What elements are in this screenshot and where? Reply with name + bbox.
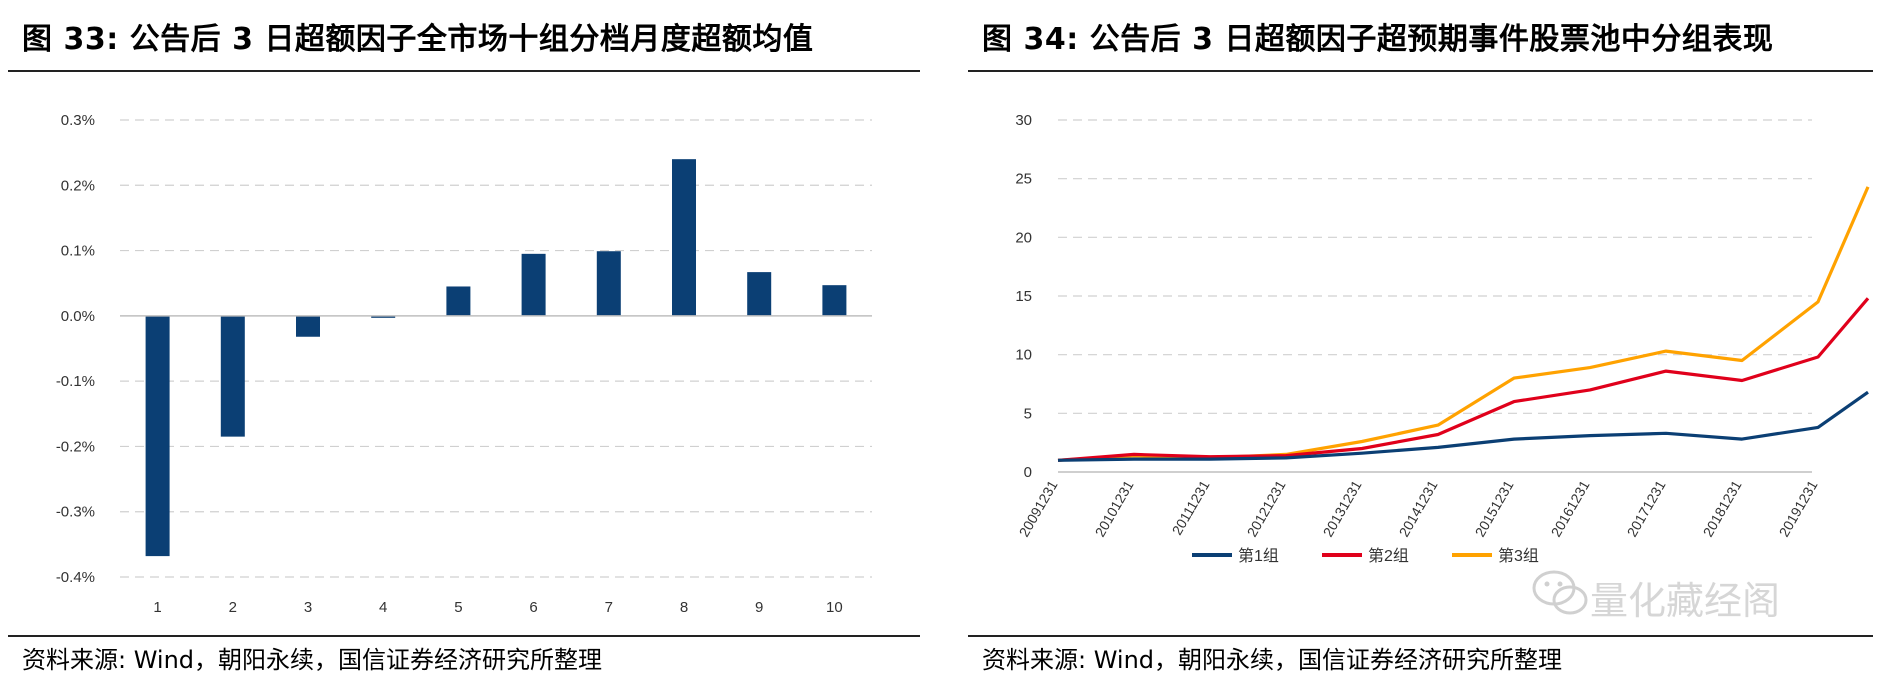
line-x-tick-label: 20151231 [1472,477,1517,539]
bar-x-tick-label: 8 [680,599,688,616]
line-x-tick-label: 20171231 [1624,477,1669,539]
bar-y-tick-label: 0.0% [61,308,95,325]
watermark: 量化藏经阁 [1530,562,1877,623]
line-x-tick-label: 20121231 [1244,477,1289,539]
wechat-icon [1532,570,1588,615]
line-y-tick-label: 5 [1024,405,1032,422]
watermark-text: 量化藏经阁 [1590,579,1781,623]
bar-x-tick-label: 7 [605,599,613,616]
line-x-tick-label: 20191231 [1776,477,1821,539]
legend-label: 第1组 [1238,547,1279,565]
series-line-3 [1057,186,1870,462]
line-y-tick-label: 15 [1015,288,1032,305]
bar-x-tick-label: 9 [755,599,763,616]
bar-x-tick-label: 1 [153,599,161,616]
left-chart-title: 图 33: 公告后 3 日超额因子全市场十组分档月度超额均值 [22,22,814,57]
bar-chart: 0.3% 0.2% 0.1% 0.0% -0.1% -0.2% -0.3% -0.4% 1 2 3 4… [56,112,872,616]
bar-x-tick-label: 4 [379,599,387,616]
right-title-rule [968,70,1873,72]
line-x-tick-label: 20161231 [1548,477,1593,539]
bar-x-tick-label: 3 [304,599,312,616]
line-y-tick-label: 25 [1015,171,1032,188]
bar [296,315,320,337]
bar [220,315,245,437]
line-x-tick-label: 20091231 [1016,477,1061,539]
line-y-tick-label: 0 [1024,464,1032,481]
line-x-tick-label: 20141231 [1396,477,1441,539]
bar [446,286,471,316]
right-chart-panel: 图 34: 公告后 3 日超额因子超预期事件股票池中分组表现 0 5 10 15 20 2… [960,0,1877,674]
bar-y-tick-label: 0.2% [61,177,95,194]
bar-x-tick-label: 10 [826,599,843,616]
series-line-2 [1057,297,1870,462]
right-chart-title: 图 34: 公告后 3 日超额因子超预期事件股票池中分组表现 [982,22,1774,57]
bar [521,253,546,316]
bar [145,315,170,557]
line-y-tick-label: 10 [1015,347,1032,364]
bar-y-tick-label: 0.3% [61,112,95,129]
bar [596,251,621,316]
bar-y-tick-label: 0.1% [61,243,95,260]
line-x-tick-label: 20131231 [1320,477,1365,539]
line-x-tick-label: 20101231 [1092,477,1137,539]
right-source-note: 资料来源: Wind，朝阳永续，国信证券经济研究所整理 [982,646,1563,674]
bar-y-tick-label: -0.4% [56,569,95,586]
legend-label: 第3组 [1498,547,1539,565]
bar-y-tick-label: -0.2% [56,438,95,455]
series-line-1 [1057,390,1869,462]
legend-label: 第2组 [1368,547,1409,565]
bar-x-tick-label: 5 [454,599,462,616]
bar-y-tick-label: -0.1% [56,373,95,390]
bar [371,315,396,318]
right-source-rule [968,635,1873,637]
bar [822,285,847,316]
bar [672,159,696,316]
bar-x-tick-label: 6 [529,599,537,616]
line-x-tick-label: 20111231 [1169,477,1213,537]
left-title-rule [8,70,920,72]
left-chart-panel: 图 33: 公告后 3 日超额因子全市场十组分档月度超额均值 0.3% 0.2% 0… [0,0,920,674]
bar [747,272,772,316]
left-source-rule [8,635,920,637]
line-y-tick-label: 20 [1015,229,1032,246]
line-chart: 0 5 10 15 20 25 30 20091231 20101231 20111231 2012… [1015,112,1870,565]
line-y-tick-label: 30 [1015,112,1032,129]
bar-y-tick-label: -0.3% [56,504,95,521]
bar-x-tick-label: 2 [229,599,237,616]
line-x-tick-label: 20181231 [1700,477,1745,539]
left-source-note: 资料来源: Wind，朝阳永续，国信证券经济研究所整理 [22,646,603,674]
